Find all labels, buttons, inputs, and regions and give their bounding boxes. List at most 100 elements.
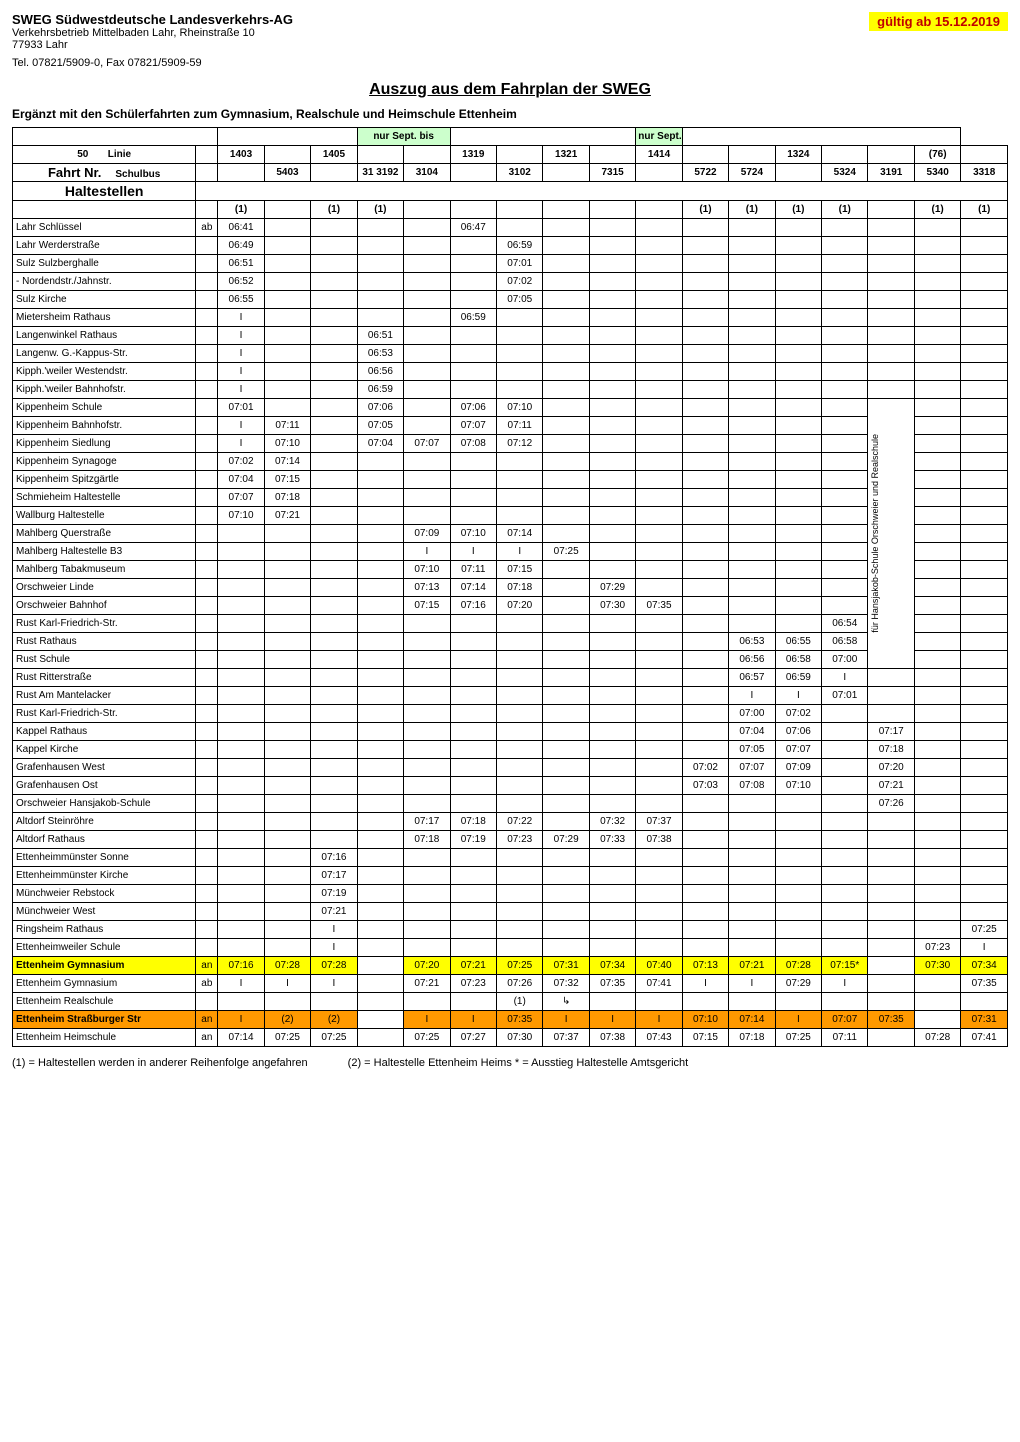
time-cell: I — [311, 939, 357, 957]
time-cell: 07:18 — [450, 813, 496, 831]
fahrt-cell: 31 3192 — [357, 164, 403, 182]
time-cell — [357, 939, 403, 957]
time-cell — [404, 633, 450, 651]
time-cell — [450, 381, 496, 399]
time-cell: 07:30 — [496, 1029, 542, 1047]
nur-sept-badge: nur Sept. bis — [636, 128, 682, 146]
table-head: nur Sept. bis nur Sept. bis 50 Linie 140… — [13, 128, 1008, 219]
time-cell — [218, 813, 264, 831]
time-cell — [729, 309, 775, 327]
time-cell — [264, 273, 310, 291]
ab-an-cell — [196, 831, 218, 849]
table-body: Lahr Schlüsselab06:4106:47Lahr Werderstr… — [13, 219, 1008, 1047]
time-cell — [961, 723, 1008, 741]
time-cell — [822, 705, 868, 723]
time-cell — [311, 993, 357, 1011]
time-cell: 07:17 — [868, 723, 914, 741]
table-row: Rust Am MantelackerII07:01 — [13, 687, 1008, 705]
ab-an-cell — [196, 705, 218, 723]
time-cell — [868, 867, 914, 885]
time-cell — [357, 867, 403, 885]
time-cell — [543, 633, 589, 651]
time-cell — [543, 345, 589, 363]
time-cell — [636, 885, 682, 903]
time-cell — [218, 867, 264, 885]
one-cell — [404, 201, 450, 219]
time-cell: 07:23 — [450, 975, 496, 993]
table-row: Ettenheim GymnasiumabIII07:2107:2307:260… — [13, 975, 1008, 993]
time-cell — [450, 885, 496, 903]
stop-name: Rust Schule — [13, 651, 196, 669]
time-cell: 06:53 — [357, 345, 403, 363]
time-cell — [404, 345, 450, 363]
time-cell: 06:58 — [775, 651, 821, 669]
time-cell — [404, 273, 450, 291]
time-cell — [311, 255, 357, 273]
time-cell — [729, 579, 775, 597]
time-cell — [496, 723, 542, 741]
time-cell: 06:59 — [775, 669, 821, 687]
time-cell: 07:25 — [775, 1029, 821, 1047]
time-cell: 07:26 — [868, 795, 914, 813]
time-cell: 07:15 — [404, 597, 450, 615]
time-cell — [357, 705, 403, 723]
stop-name: Mahlberg Tabakmuseum — [13, 561, 196, 579]
time-cell: 06:41 — [218, 219, 264, 237]
time-cell — [543, 453, 589, 471]
time-cell — [822, 327, 868, 345]
time-cell — [496, 309, 542, 327]
time-cell — [357, 723, 403, 741]
time-cell: 07:11 — [822, 1029, 868, 1047]
time-cell — [822, 543, 868, 561]
time-cell — [914, 291, 960, 309]
time-cell — [775, 381, 821, 399]
ab-an-cell — [196, 471, 218, 489]
time-cell — [729, 849, 775, 867]
time-cell — [264, 597, 310, 615]
time-cell: I — [729, 687, 775, 705]
time-cell — [589, 543, 635, 561]
time-cell — [264, 669, 310, 687]
time-cell — [218, 669, 264, 687]
time-cell — [404, 399, 450, 417]
time-cell: 07:07 — [218, 489, 264, 507]
table-row: Kappel Rathaus07:0407:0607:17 — [13, 723, 1008, 741]
time-cell — [914, 1011, 960, 1029]
time-cell — [404, 939, 450, 957]
time-cell — [404, 705, 450, 723]
time-cell — [543, 759, 589, 777]
time-cell: 07:02 — [218, 453, 264, 471]
time-cell — [311, 615, 357, 633]
time-cell — [682, 903, 728, 921]
time-cell — [264, 885, 310, 903]
time-cell — [868, 705, 914, 723]
time-cell — [311, 345, 357, 363]
fahrt-cell — [543, 164, 589, 182]
time-cell — [914, 867, 960, 885]
time-cell — [682, 831, 728, 849]
time-cell — [264, 255, 310, 273]
time-cell: 07:28 — [264, 957, 310, 975]
time-cell — [496, 327, 542, 345]
time-cell: 07:04 — [218, 471, 264, 489]
time-cell: 07:14 — [264, 453, 310, 471]
stop-name: Langenw. G.-Kappus-Str. — [13, 345, 196, 363]
stop-name: Ringsheim Rathaus — [13, 921, 196, 939]
time-cell: 06:56 — [729, 651, 775, 669]
time-cell — [496, 705, 542, 723]
time-cell — [264, 381, 310, 399]
time-cell — [822, 885, 868, 903]
table-row: Wallburg Haltestelle07:1007:21 — [13, 507, 1008, 525]
time-cell — [543, 237, 589, 255]
time-cell — [961, 561, 1008, 579]
page-header: SWEG Südwestdeutsche Landesverkehrs-AG V… — [12, 12, 1008, 69]
fahrt-cell: 5722 — [682, 164, 728, 182]
time-cell — [729, 885, 775, 903]
ab-an-cell — [196, 759, 218, 777]
time-cell — [682, 417, 728, 435]
rotated-note: für Hansjakob-Schule Orschweier und Real… — [868, 399, 914, 669]
fahrt-cell — [311, 164, 357, 182]
time-cell — [682, 687, 728, 705]
time-cell — [543, 777, 589, 795]
time-cell — [636, 633, 682, 651]
